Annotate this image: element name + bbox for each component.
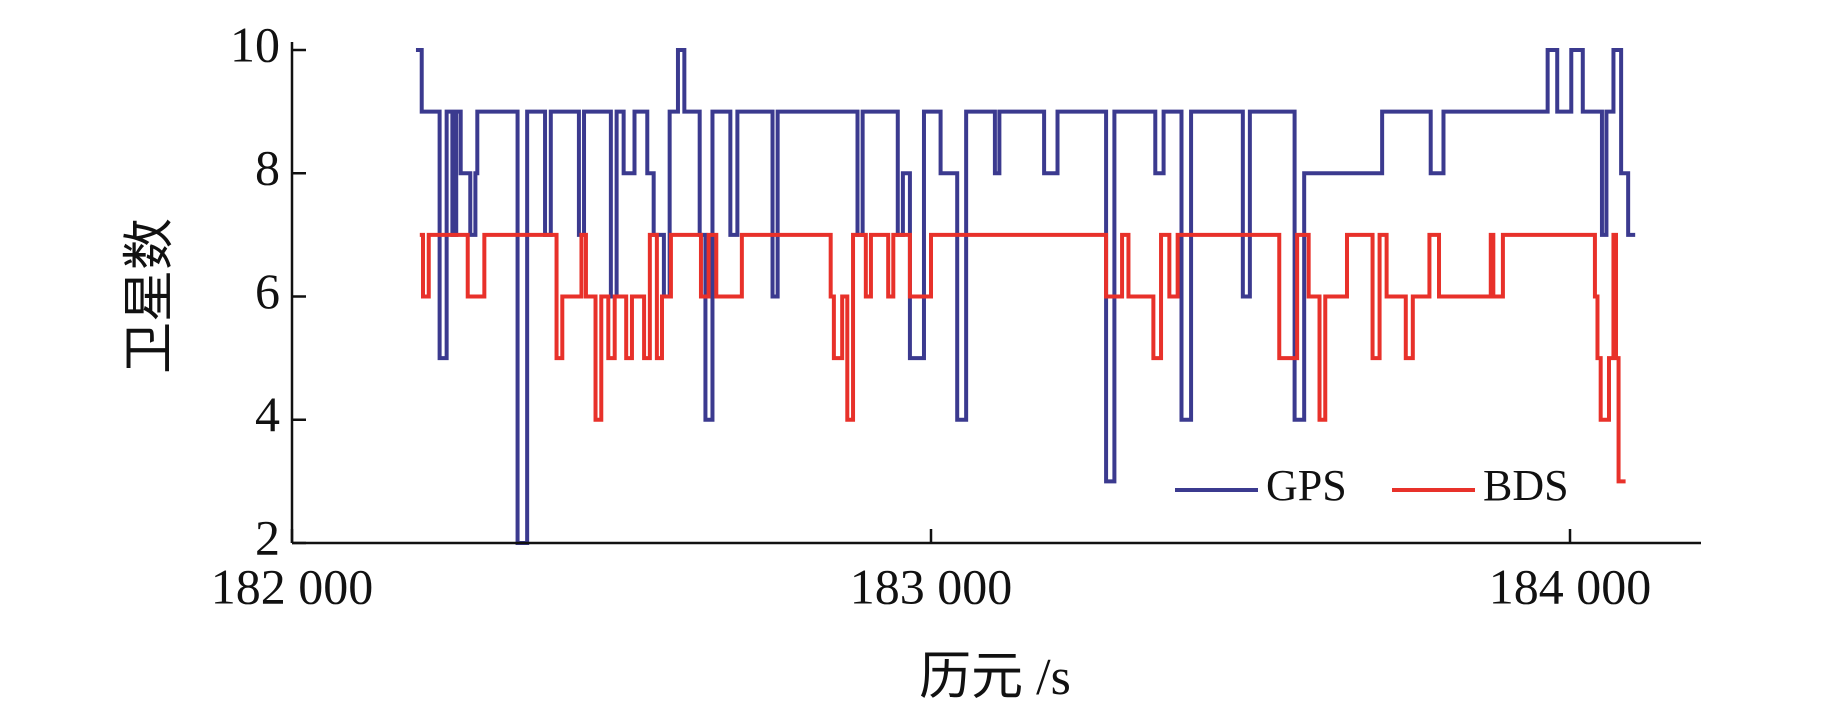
y-tick-label: 10 <box>230 16 280 72</box>
y-tick-label: 6 <box>255 263 280 319</box>
series-line <box>419 232 1626 484</box>
x-tick-label: 182 000 <box>211 558 374 614</box>
legend-label: BDS <box>1483 461 1569 510</box>
legend-label: GPS <box>1266 461 1347 510</box>
series-line <box>415 48 1636 545</box>
y-tick-label: 4 <box>255 386 280 442</box>
x-axis-label: 历元 /s <box>919 649 1071 706</box>
x-tick-label: 183 000 <box>850 558 1013 614</box>
y-axis-label: 卫星数 <box>122 218 179 374</box>
x-tick-label: 184 000 <box>1489 558 1652 614</box>
y-tick-label: 8 <box>255 140 280 196</box>
y-tick-label: 2 <box>255 509 280 565</box>
